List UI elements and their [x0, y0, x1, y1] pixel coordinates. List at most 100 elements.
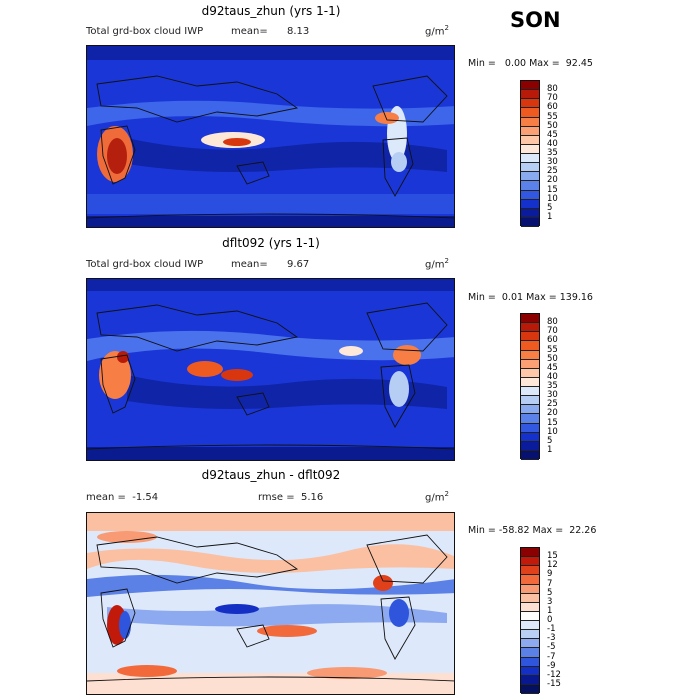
panel3-mean: mean = -1.54 — [86, 492, 159, 503]
panel1-colorbar — [520, 80, 540, 227]
colorbar-tick-label: 60 — [547, 102, 558, 113]
colorbar-tick-label: 25 — [547, 166, 558, 177]
panel3-colorbar — [520, 547, 540, 694]
colorbar-tick-label: 1 — [547, 444, 553, 455]
colorbar-segment — [521, 396, 539, 406]
colorbar-segment — [521, 126, 539, 136]
colorbar-tick-label: 35 — [547, 148, 558, 158]
panel1-variable: Total grd-box cloud IWP — [86, 26, 204, 37]
colorbar-segment — [521, 639, 539, 649]
colorbar-segment — [521, 593, 539, 603]
colorbar-segment — [521, 575, 539, 585]
colorbar-tick-label: 10 — [547, 426, 558, 437]
colorbar-segment — [521, 135, 539, 145]
colorbar-segment — [521, 566, 539, 576]
colorbar-tick-label: 80 — [547, 84, 558, 95]
colorbar-segment — [521, 368, 539, 378]
colorbar-tick-label: 80 — [547, 317, 558, 328]
colorbar-segment — [521, 377, 539, 387]
colorbar-segment — [521, 208, 539, 218]
colorbar-tick-label: 60 — [547, 335, 558, 346]
colorbar-segment — [521, 432, 539, 442]
colorbar-segment — [521, 414, 539, 424]
colorbar-segment — [521, 163, 539, 173]
colorbar-segment — [521, 621, 539, 631]
colorbar-tick-label: -1 — [547, 624, 556, 635]
colorbar-segment — [521, 675, 539, 685]
colorbar-tick-label: 9 — [547, 569, 553, 580]
colorbar-tick-label: 70 — [547, 326, 558, 337]
panel1-minmax: Min = 0.00 Max = 92.45 — [468, 58, 593, 69]
panel2-colorbar — [520, 313, 540, 460]
colorbar-segment — [521, 350, 539, 360]
panel3-map — [86, 512, 455, 695]
colorbar-segment — [521, 314, 539, 324]
panel2-variable: Total grd-box cloud IWP — [86, 259, 204, 270]
colorbar-segment — [521, 341, 539, 351]
colorbar-tick-label: 35 — [547, 381, 558, 391]
panel3-minmax: Min = -58.82 Max = 22.26 — [468, 525, 597, 536]
colorbar-segment — [521, 90, 539, 100]
colorbar-tick-label: 0 — [547, 615, 553, 625]
colorbar-segment — [521, 648, 539, 658]
colorbar-segment — [521, 557, 539, 567]
colorbar-tick-label: 15 — [547, 184, 558, 195]
colorbar-tick-label: 5 — [547, 587, 553, 598]
colorbar-segment — [521, 323, 539, 333]
colorbar-tick-label: 50 — [547, 353, 558, 364]
colorbar-tick-label: 40 — [547, 138, 558, 149]
colorbar-tick-label: 3 — [547, 596, 553, 607]
colorbar-tick-label: 7 — [547, 578, 553, 589]
colorbar-segment — [521, 548, 539, 558]
panel1-units: g/m2 — [425, 24, 449, 38]
panel1-map — [86, 45, 455, 228]
colorbar-tick-label: -12 — [547, 669, 561, 680]
colorbar-tick-label: -9 — [547, 660, 556, 671]
colorbar-tick-label: 1 — [547, 605, 553, 616]
colorbar-segment — [521, 99, 539, 109]
colorbar-tick-label: -3 — [547, 633, 556, 644]
colorbar-tick-label: 1 — [547, 211, 553, 222]
colorbar-segment — [521, 423, 539, 433]
panel1-mean-value: 8.13 — [287, 26, 310, 37]
panel2-map — [86, 278, 455, 461]
colorbar-segment — [521, 450, 539, 460]
colorbar-segment — [521, 81, 539, 91]
season-label: SON — [510, 8, 561, 32]
colorbar-tick-label: 55 — [547, 111, 558, 122]
colorbar-tick-label: 40 — [547, 371, 558, 382]
colorbar-segment — [521, 611, 539, 621]
colorbar-segment — [521, 441, 539, 451]
colorbar-segment — [521, 332, 539, 342]
colorbar-tick-label: 20 — [547, 175, 558, 186]
panel1-mean-label: mean= — [231, 26, 268, 37]
panel2-mean-label: mean= — [231, 259, 268, 270]
colorbar-segment — [521, 199, 539, 209]
colorbar-segment — [521, 602, 539, 612]
colorbar-tick-label: 30 — [547, 390, 558, 401]
colorbar-tick-label: 45 — [547, 362, 558, 373]
panel2-title: dflt092 (yrs 1-1) — [222, 236, 320, 250]
colorbar-tick-label: 15 — [547, 551, 558, 562]
colorbar-segment — [521, 144, 539, 154]
colorbar-tick-label: 30 — [547, 157, 558, 168]
colorbar-tick-label: 12 — [547, 560, 558, 571]
colorbar-tick-label: 70 — [547, 93, 558, 104]
colorbar-segment — [521, 584, 539, 594]
colorbar-tick-label: 45 — [547, 129, 558, 140]
panel1-title: d92taus_zhun (yrs 1-1) — [201, 4, 341, 18]
colorbar-segment — [521, 657, 539, 667]
colorbar-segment — [521, 108, 539, 118]
colorbar-segment — [521, 387, 539, 397]
colorbar-segment — [521, 405, 539, 415]
colorbar-tick-label: 5 — [547, 435, 553, 446]
colorbar-tick-label: -5 — [547, 642, 556, 653]
panel3-title: d92taus_zhun - dflt092 — [201, 468, 341, 482]
colorbar-tick-label: 20 — [547, 408, 558, 419]
colorbar-segment — [521, 217, 539, 227]
colorbar-segment — [521, 181, 539, 191]
colorbar-segment — [521, 154, 539, 164]
colorbar-segment — [521, 117, 539, 127]
colorbar-segment — [521, 172, 539, 182]
colorbar-tick-label: 15 — [547, 417, 558, 428]
